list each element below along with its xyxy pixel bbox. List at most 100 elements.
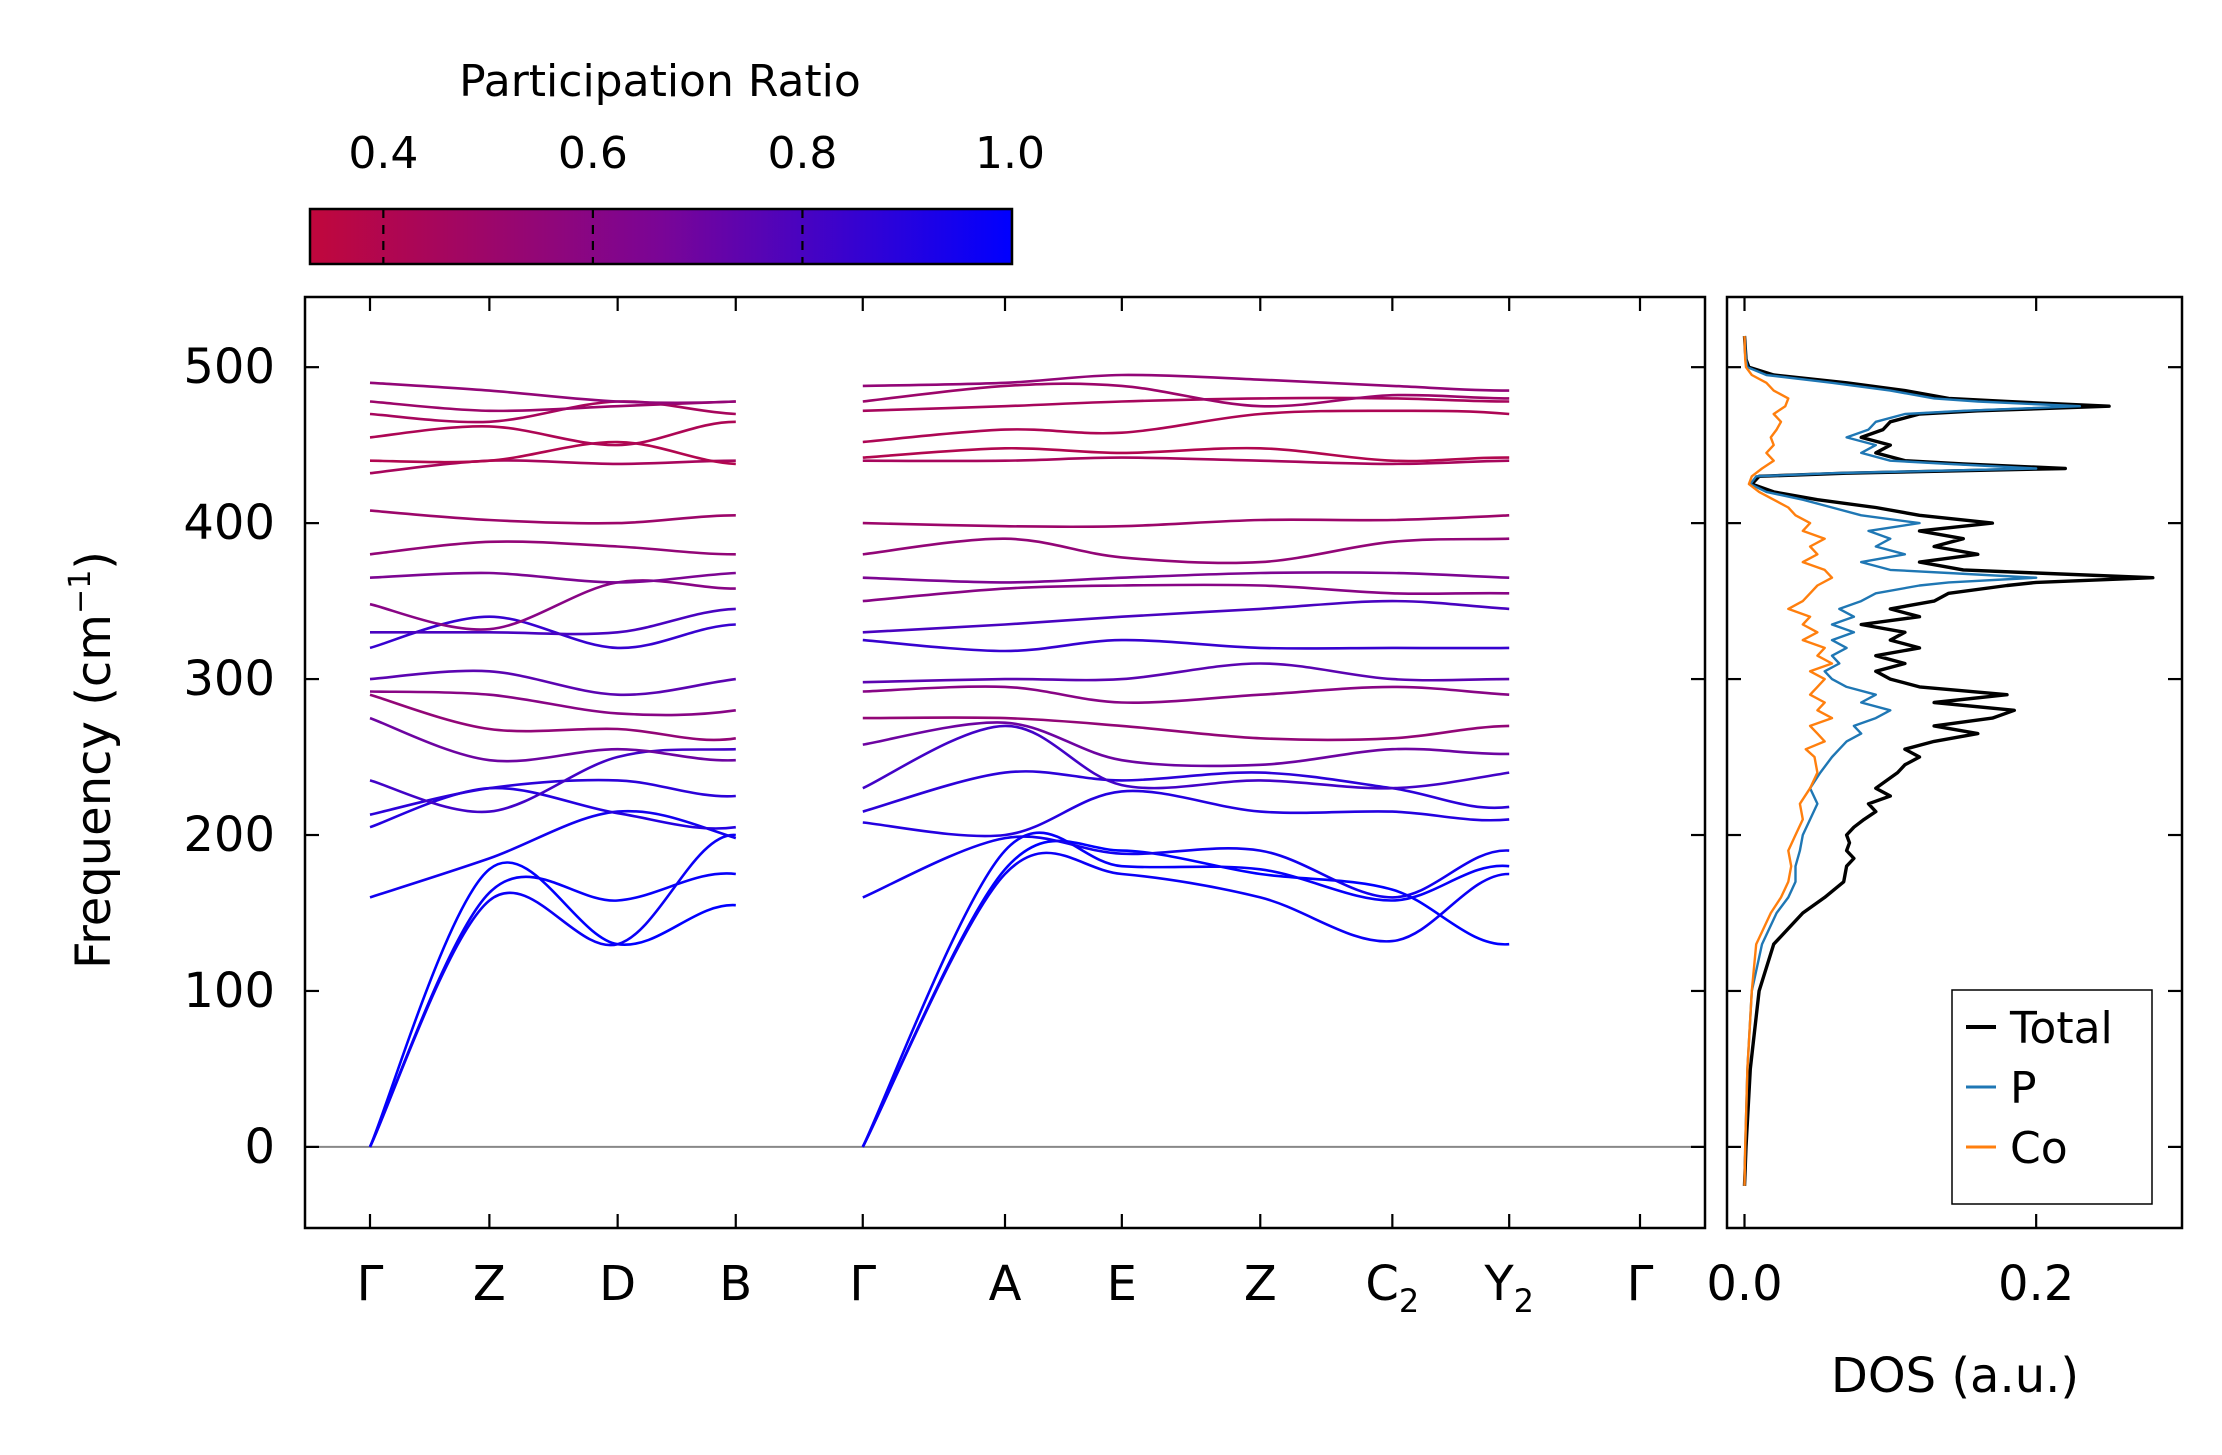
phonon-band-15-segment-2 [862, 571, 1510, 584]
phonon-band-23-segment-1 [369, 381, 736, 405]
phonon-band-23-segment-2 [862, 373, 1510, 392]
phonon-band-10-segment-1 [369, 690, 736, 717]
y-tick-label: 100 [183, 963, 275, 1019]
phonon-band-11-segment-1 [369, 669, 736, 697]
dos-curve-total [1742, 335, 2155, 1186]
phonon-band-5-segment-2 [862, 789, 1510, 838]
y-tick-label: 500 [183, 339, 275, 395]
high-symmetry-label-main: Γ [357, 1256, 384, 1312]
high-symmetry-label: Z [473, 1256, 506, 1312]
high-symmetry-label-main: E [1107, 1256, 1137, 1312]
high-symmetry-label: E [1107, 1256, 1137, 1312]
y-tick-label: 0 [244, 1119, 275, 1175]
phonon-band-17-segment-2 [862, 514, 1510, 529]
band-plot-frame [303, 295, 1707, 1230]
phonon-band-7-segment-1 [369, 747, 736, 814]
legend-label-total: Total [2009, 1003, 2113, 1054]
phonon-band-6-segment-1 [369, 778, 736, 816]
high-symmetry-label-main: Z [1244, 1256, 1277, 1312]
high-symmetry-label: Γ [357, 1256, 384, 1312]
phonon-band-13-segment-2 [862, 599, 1510, 634]
high-symmetry-label: D [599, 1256, 636, 1312]
dos-plot-frame [1725, 295, 2184, 1230]
phonon-band-17-segment-1 [369, 509, 736, 525]
high-symmetry-label-main: Γ [1627, 1256, 1654, 1312]
high-symmetry-label-main: Z [473, 1256, 506, 1312]
y-tick-label: 300 [183, 651, 275, 707]
high-symmetry-label: Y2 [1483, 1256, 1534, 1320]
colorbar-tick-label: 0.6 [558, 128, 628, 179]
phonon-band-12-segment-2 [862, 638, 1510, 653]
phonon-band-10-segment-2 [862, 685, 1510, 704]
phonon-band-9-segment-1 [369, 693, 736, 742]
phonon-band-7-segment-2 [862, 724, 1510, 790]
dos-x-tick-label: 0.0 [1706, 1256, 1782, 1312]
phonon-band-4-segment-2 [862, 835, 1510, 899]
phonon-band-12-segment-1 [369, 615, 736, 650]
phonon-band-19-segment-1 [369, 440, 736, 466]
phonon-band-18-segment-2 [862, 456, 1510, 466]
phonon-band-2-segment-2 [861, 831, 1510, 1148]
y-axis-label: Frequency (cm−1) [63, 551, 122, 969]
colorbar-ticks: 0.4 0.6 0.8 1.0 [348, 128, 1045, 264]
phonon-band-8-segment-1 [369, 716, 736, 763]
dos-curve-co [1743, 335, 1834, 1186]
y-axis-label-close: ) [66, 551, 122, 570]
phonon-band-6-segment-2 [862, 770, 1510, 813]
phonon-bands [368, 373, 1510, 1148]
high-symmetry-label-main: Γ [849, 1256, 876, 1312]
phonon-band-13-segment-1 [369, 607, 736, 636]
dos-x-tick-label: 0.2 [1998, 1256, 2074, 1312]
phonon-band-14-segment-1 [369, 579, 736, 631]
phonon-band-16-segment-1 [369, 540, 736, 556]
phonon-band-1-segment-1 [368, 861, 736, 1148]
dos-x-axis-label: DOS (a.u.) [1831, 1348, 2079, 1404]
high-symmetry-label: Γ [1627, 1256, 1654, 1312]
colorbar-tick-label: 0.4 [348, 128, 418, 179]
phonon-band-22-segment-2 [862, 382, 1510, 408]
phonon-band-20-segment-2 [862, 409, 1510, 444]
dos-curves [1742, 335, 2155, 1186]
colorbar-title: Participation Ratio [459, 56, 861, 107]
phonon-band-19-segment-2 [862, 446, 1510, 463]
dos-panel: 0.0 0.2 DOS (a.u.) Total P Co [1706, 295, 2184, 1404]
high-symmetry-label: C2 [1365, 1256, 1419, 1320]
phonon-band-16-segment-2 [862, 537, 1510, 565]
high-symmetry-label-main: D [599, 1256, 636, 1312]
phonon-band-18-segment-1 [369, 459, 736, 475]
legend-label-p: P [2010, 1063, 2037, 1114]
phonon-band-3-segment-2 [861, 851, 1510, 1148]
phonon-band-21-segment-1 [369, 400, 736, 424]
dos-legend: Total P Co [1951, 989, 2153, 1205]
high-symmetry-label-main: A [989, 1256, 1022, 1312]
phonon-band-14-segment-2 [862, 583, 1510, 603]
phonon-band-15-segment-1 [369, 571, 736, 584]
legend-label-co: Co [2010, 1123, 2068, 1174]
phonon-band-1-segment-2 [861, 839, 1510, 1148]
dos-curve-p [1743, 335, 2082, 1186]
high-symmetry-label: Z [1244, 1256, 1277, 1312]
high-symmetry-label-subscript: 2 [1399, 1282, 1419, 1320]
y-axis-label-main: Frequency (cm [66, 614, 122, 969]
phonon-band-20-segment-1 [369, 420, 736, 447]
high-symmetry-label: Γ [849, 1256, 876, 1312]
colorbar: Participation Ratio 0.4 0.6 0.8 1.0 [308, 56, 1045, 266]
high-symmetry-label: B [719, 1256, 752, 1312]
colorbar-tick-label: 0.8 [767, 128, 837, 179]
y-tick-label: 400 [183, 495, 275, 551]
phonon-band-9-segment-2 [862, 716, 1510, 742]
high-symmetry-label-main: B [719, 1256, 752, 1312]
dos-axis-ticks: 0.0 0.2 [1706, 297, 2182, 1312]
phonon-band-4-segment-1 [369, 809, 737, 899]
phonon-band-3-segment-1 [368, 833, 736, 1148]
high-symmetry-label: A [989, 1256, 1022, 1312]
high-symmetry-label-main: C [1365, 1256, 1399, 1312]
high-symmetry-label-main: Y [1483, 1256, 1514, 1312]
phonon-band-8-segment-2 [862, 721, 1510, 768]
y-axis-label-exponent: −1 [63, 570, 98, 614]
phonon-band-5-segment-1 [369, 786, 736, 830]
y-tick-label: 200 [183, 807, 275, 863]
